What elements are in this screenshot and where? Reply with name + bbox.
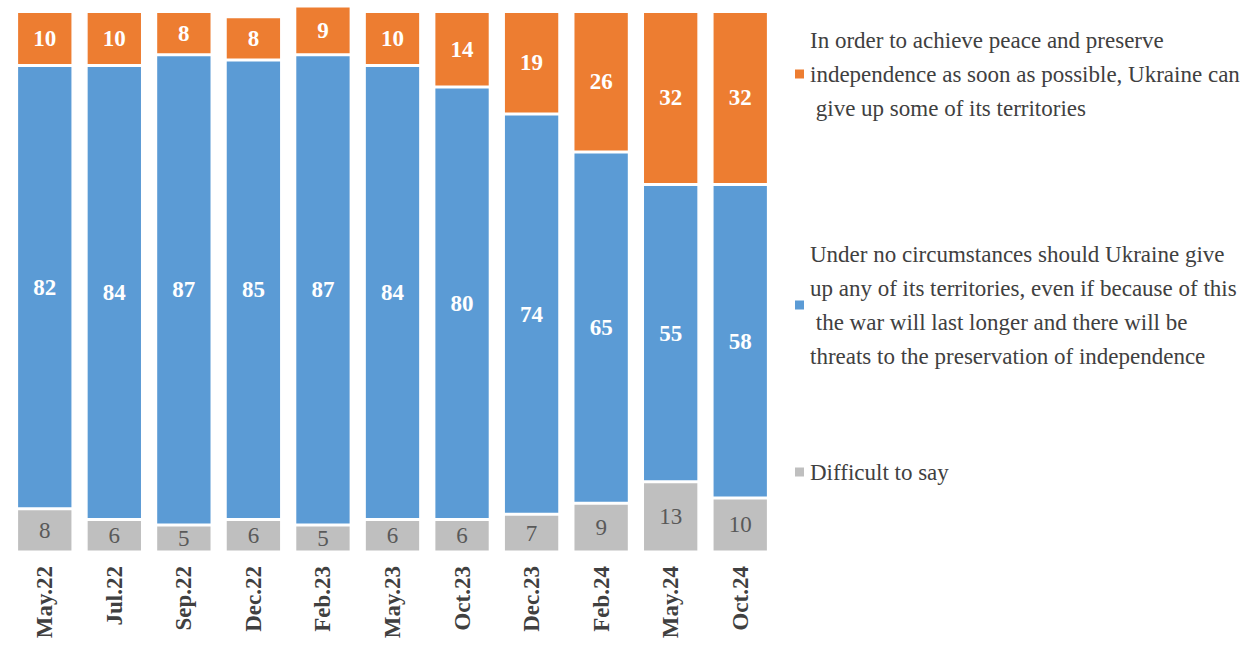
svg-text:6: 6: [109, 523, 121, 548]
svg-text:Difficult to say: Difficult to say: [810, 460, 949, 485]
svg-text:8: 8: [248, 26, 260, 51]
svg-text:Feb.24: Feb.24: [589, 566, 614, 632]
svg-text:58: 58: [729, 329, 752, 354]
svg-text:May.24: May.24: [658, 566, 683, 639]
svg-text:Jul.22: Jul.22: [102, 566, 127, 625]
svg-text:80: 80: [451, 291, 474, 316]
svg-text:85: 85: [242, 277, 265, 302]
svg-text:Dec.22: Dec.22: [241, 566, 266, 632]
svg-text:5: 5: [317, 526, 329, 551]
svg-text:87: 87: [172, 277, 195, 302]
svg-text:19: 19: [520, 50, 543, 75]
svg-text:May.23: May.23: [380, 566, 405, 638]
svg-text:84: 84: [381, 280, 405, 305]
svg-text:10: 10: [381, 26, 404, 51]
svg-text:10: 10: [33, 26, 56, 51]
svg-text:26: 26: [590, 69, 613, 94]
svg-text:5: 5: [178, 526, 190, 551]
svg-text:14: 14: [451, 37, 475, 62]
svg-text:32: 32: [729, 85, 752, 110]
svg-text:give up some of its territorie: give up some of its territories: [810, 96, 1086, 121]
svg-text:55: 55: [659, 321, 682, 346]
svg-text:32: 32: [659, 85, 682, 110]
svg-text:82: 82: [33, 275, 56, 300]
svg-text:independence as soon as possib: independence as soon as possible, Ukrain…: [810, 62, 1240, 87]
svg-text:65: 65: [590, 315, 613, 340]
svg-text:Oct.24: Oct.24: [728, 566, 753, 631]
svg-text:7: 7: [526, 521, 538, 546]
svg-text:8: 8: [39, 518, 51, 543]
svg-text:8: 8: [178, 21, 190, 46]
svg-text:9: 9: [595, 515, 607, 540]
svg-text:6: 6: [387, 523, 399, 548]
svg-text:87: 87: [311, 277, 334, 302]
svg-text:In order to achieve peace and: In order to achieve peace and preserve: [810, 28, 1170, 53]
svg-text:10: 10: [729, 512, 752, 537]
svg-text:6: 6: [456, 523, 468, 548]
svg-text:74: 74: [520, 302, 544, 327]
svg-text:May.22: May.22: [32, 566, 57, 638]
svg-text:Under no circumstances should: Under no circumstances should Ukraine gi…: [810, 242, 1230, 267]
svg-text:13: 13: [659, 504, 682, 529]
svg-text:Feb.23: Feb.23: [310, 566, 335, 632]
svg-text:6: 6: [248, 523, 260, 548]
svg-text:84: 84: [103, 280, 127, 305]
svg-text:Sep.22: Sep.22: [171, 566, 196, 631]
svg-text:the war will last longer and t: the war will last longer and there will …: [810, 310, 1193, 335]
svg-text:up any of its territories, eve: up any of its territories, even if becau…: [810, 276, 1237, 301]
svg-text:Oct.23: Oct.23: [450, 566, 475, 631]
svg-text:threats to the preservation of: threats to the preservation of independe…: [810, 344, 1205, 369]
svg-text:10: 10: [103, 26, 126, 51]
svg-text:Dec.23: Dec.23: [519, 566, 544, 632]
svg-text:9: 9: [317, 18, 329, 43]
